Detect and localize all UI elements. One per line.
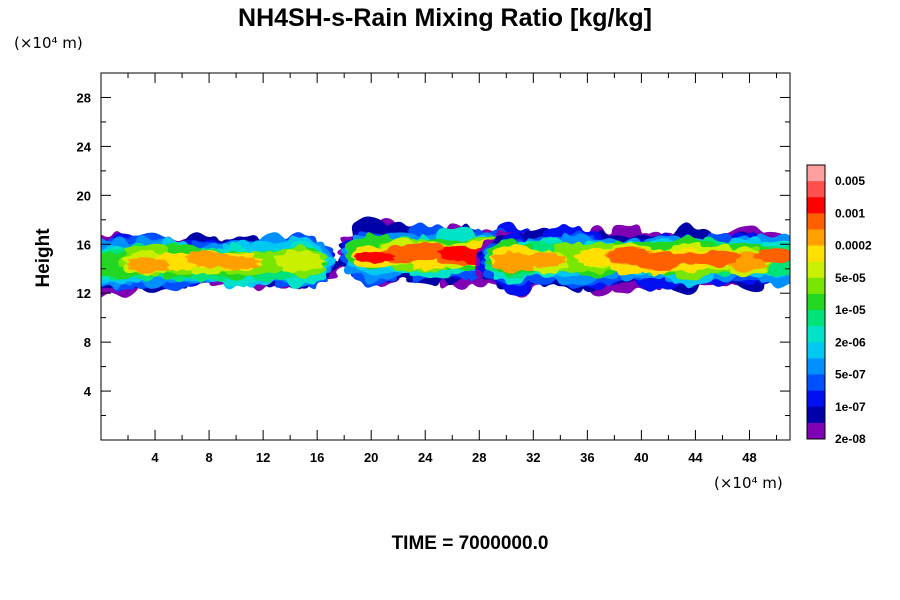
colorbar-swatch bbox=[807, 229, 825, 247]
y-tick-label: 16 bbox=[77, 237, 91, 252]
colorbar-swatch bbox=[807, 310, 825, 327]
colorbar-swatch bbox=[807, 277, 825, 295]
plot-frame bbox=[100, 72, 791, 441]
colorbar-swatch bbox=[807, 213, 825, 230]
y-tick-label: 12 bbox=[77, 286, 91, 301]
cloud-contour bbox=[273, 249, 328, 274]
colorbar-swatch bbox=[807, 406, 825, 424]
x-tick-label: 8 bbox=[205, 450, 212, 465]
colorbar: 0.005 0.001 0.0002 5e-05 1e-05 2e-06 5e-07 1e-0… bbox=[806, 164, 872, 446]
x-tick-label: 12 bbox=[256, 450, 270, 465]
colorbar-swatch bbox=[807, 197, 825, 214]
colorbar-swatch bbox=[807, 181, 825, 198]
colorbar-swatch bbox=[807, 390, 825, 408]
cloud-contour bbox=[516, 252, 567, 269]
cloud-contour bbox=[606, 246, 654, 266]
cloud-contour bbox=[353, 251, 396, 264]
y-tick-label: 4 bbox=[84, 384, 92, 399]
cloud-contour bbox=[695, 249, 742, 269]
x-tick-label: 24 bbox=[418, 450, 433, 465]
y-tick-label: 24 bbox=[77, 139, 92, 154]
cloud-contour bbox=[752, 247, 790, 264]
colorbar-swatch bbox=[807, 422, 825, 440]
colorbar-swatch bbox=[807, 165, 825, 182]
colorbar-swatch bbox=[807, 342, 825, 359]
x-tick-label: 48 bbox=[742, 450, 756, 465]
y-axis-unit: (×10⁴ m) bbox=[14, 34, 83, 52]
colorbar-label: 1e-05 bbox=[835, 303, 866, 317]
y-axis-label: Height bbox=[33, 228, 54, 288]
colorbar-swatch bbox=[807, 374, 825, 392]
x-tick-label: 44 bbox=[688, 450, 703, 465]
y-axis: 4 8 12 16 20 24 28 bbox=[77, 90, 790, 417]
y-tick-label: 28 bbox=[77, 90, 91, 105]
colorbar-swatch bbox=[807, 293, 825, 311]
x-axis-unit: (×10⁴ m) bbox=[714, 474, 783, 492]
colorbar-swatch bbox=[807, 261, 825, 279]
colorbar-swatch bbox=[807, 326, 825, 343]
x-tick-label: 32 bbox=[526, 450, 540, 465]
y-tick-label: 8 bbox=[84, 335, 91, 350]
x-tick-label: 36 bbox=[580, 450, 594, 465]
colorbar-label: 0.005 bbox=[835, 174, 865, 188]
colorbar-label: 1e-07 bbox=[835, 400, 866, 414]
cloud-contour bbox=[215, 255, 261, 271]
x-axis: 4 8 12 16 20 24 28 32 36 40 44 48 bbox=[127, 73, 777, 465]
colorbar-frame bbox=[806, 164, 826, 440]
colorbar-swatch bbox=[807, 358, 825, 376]
cloud-layer bbox=[101, 216, 790, 298]
colorbar-label: 0.0002 bbox=[835, 239, 872, 253]
colorbar-label: 5e-05 bbox=[835, 271, 866, 285]
x-tick-label: 28 bbox=[472, 450, 486, 465]
colorbar-label: 2e-08 bbox=[835, 432, 866, 446]
x-tick-label: 40 bbox=[634, 450, 648, 465]
colorbar-label: 2e-06 bbox=[835, 335, 866, 349]
x-tick-label: 16 bbox=[310, 450, 324, 465]
x-tick-label: 4 bbox=[151, 450, 159, 465]
y-tick-label: 20 bbox=[77, 188, 91, 203]
colorbar-label: 0.001 bbox=[835, 206, 865, 220]
colorbar-swatch bbox=[807, 245, 825, 263]
colorbar-label: 5e-07 bbox=[835, 368, 866, 382]
time-label: TIME = 7000000.0 bbox=[392, 533, 549, 554]
cloud-contours bbox=[101, 216, 790, 298]
x-tick-label: 20 bbox=[364, 450, 378, 465]
cloud-contour bbox=[126, 257, 170, 274]
chart-title: NH4SH-s-Rain Mixing Ratio [kg/kg] bbox=[238, 4, 652, 32]
